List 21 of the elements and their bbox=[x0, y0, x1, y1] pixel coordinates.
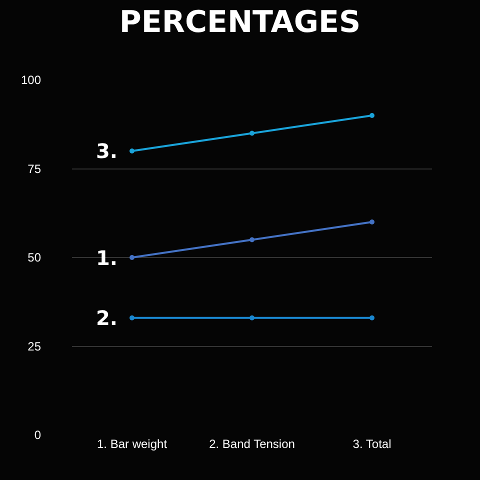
point bbox=[370, 220, 374, 224]
y-tick-label: 50 bbox=[28, 250, 42, 265]
y-tick-label: 100 bbox=[20, 73, 42, 88]
point bbox=[130, 148, 134, 154]
x-tick-label: 3. Total bbox=[352, 437, 392, 451]
y-tick-label: 25 bbox=[28, 339, 42, 354]
point bbox=[370, 113, 374, 118]
series-label: 3. bbox=[96, 139, 118, 163]
point bbox=[130, 255, 134, 260]
y-tick-label: 75 bbox=[28, 162, 42, 176]
x-tick-label: 1. Bar weight bbox=[96, 437, 168, 451]
x-tick-label: 2. Band Tension bbox=[209, 437, 295, 451]
chart-title: PERCENTAGES bbox=[119, 5, 361, 40]
point bbox=[130, 315, 134, 320]
point bbox=[250, 130, 254, 136]
point bbox=[250, 315, 254, 320]
series-label: 1. bbox=[96, 246, 118, 270]
y-tick-label: 0 bbox=[34, 428, 42, 442]
point bbox=[250, 237, 254, 242]
point bbox=[370, 315, 374, 320]
series-label: 2. bbox=[96, 306, 118, 330]
